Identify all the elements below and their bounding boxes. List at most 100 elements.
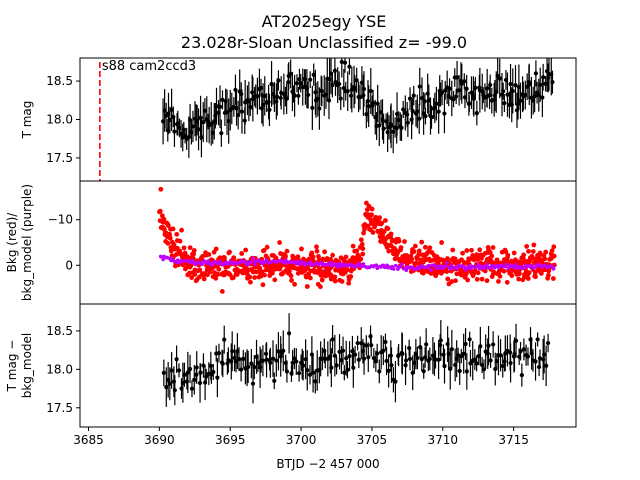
panel-bkg-series-0-point xyxy=(517,271,522,277)
chart-title-line-2: 23.028r-Sloan Unclassified z= -99.0 xyxy=(181,33,467,52)
panel-tmag_bkg-point xyxy=(194,365,199,370)
panel-tmag_bkg-point xyxy=(498,353,503,358)
panel-bkg-series-1-point xyxy=(551,267,556,271)
panel-bkg-series-0-point xyxy=(533,274,538,280)
panel-tmag_bkg-point xyxy=(486,343,491,348)
panel-tmag-point xyxy=(405,112,410,117)
panel-bkg-series-0-point xyxy=(475,270,481,276)
panel-tmag-point xyxy=(190,124,196,129)
panel-bkg-series-0-point xyxy=(505,252,511,258)
panel-tmag_bkg-point xyxy=(260,358,266,363)
panel-bkg-series-0-point xyxy=(511,250,517,256)
xtick-label: 3705 xyxy=(357,433,388,447)
panel-tmag-ytick-label: 18.5 xyxy=(46,74,73,88)
panel-bkg-series-1-point xyxy=(361,262,366,266)
panel-tmag_bkg-point xyxy=(192,377,197,382)
panel-tmag_bkg-point xyxy=(167,381,172,386)
panel-tmag_bkg-point xyxy=(521,347,526,352)
panel-tmag-point xyxy=(172,129,177,134)
panel-tmag-point xyxy=(319,89,324,94)
panel-tmag-point xyxy=(407,96,413,101)
panel-tmag-point xyxy=(338,96,343,101)
panel-bkg-series-1-point xyxy=(215,261,220,266)
panel-tmag-point xyxy=(368,88,373,94)
panel-tmag-point xyxy=(224,110,230,115)
panel-tmag_bkg-point xyxy=(461,351,466,356)
panel-bkg-series-0-point xyxy=(192,272,198,277)
panel-bkg-series-0-point xyxy=(360,251,366,257)
panel-bkg-series-0-point xyxy=(545,272,551,278)
panel-bkg-series-0-point xyxy=(537,250,543,256)
panel-tmag_bkg-frame xyxy=(79,303,577,428)
panel-tmag-point xyxy=(342,60,348,65)
panels-group: 17.5 18.0 18.5 T mag s88 cam2ccd3 0 −10 Bkg (re… xyxy=(5,57,577,447)
panel-tmag-point xyxy=(333,79,338,85)
panel-tmag_bkg-point xyxy=(525,354,531,359)
panel-bkg-series-0-point xyxy=(239,251,245,256)
panel-tmag_bkg-point xyxy=(215,375,220,380)
panel-tmag-point xyxy=(341,86,346,91)
panel-bkg-series-0-point xyxy=(482,268,488,274)
panel-tmag_bkg-point xyxy=(481,367,487,372)
panel-bkg-series-0-point xyxy=(295,270,301,276)
panel-bkg-series-0-point xyxy=(496,279,501,284)
panel-tmag_bkg-point xyxy=(400,351,405,356)
panel-tmag_bkg-point xyxy=(407,345,412,351)
panel-tmag_bkg-point xyxy=(366,355,371,360)
panel-bkg-series-0-point xyxy=(207,269,213,275)
panel-bkg-series-0-point xyxy=(247,274,253,280)
panel-tmag-point xyxy=(513,83,518,88)
panel-bkg-series-0-point xyxy=(287,268,292,274)
panel-bkg-series-0-point xyxy=(497,273,503,279)
panel-bkg-series-0-point xyxy=(343,254,349,260)
panel-bkg-series-1-point xyxy=(243,259,248,264)
panel-tmag-point xyxy=(508,81,513,87)
panel-bkg-series-1-point xyxy=(251,256,256,261)
panel-bkg-series-0-point xyxy=(310,254,316,260)
panel-tmag_bkg-point xyxy=(384,358,389,364)
panel-bkg-series-0-point xyxy=(283,253,288,259)
panel-bkg-series-0-point xyxy=(469,247,474,253)
panel-bkg-series-0-point xyxy=(551,253,557,259)
panel-tmag_bkg-point xyxy=(284,369,290,374)
panel-tmag_bkg-point xyxy=(393,379,398,384)
panel-tmag-point xyxy=(298,81,303,86)
panel-bkg-series-1-point xyxy=(206,259,211,263)
panel-tmag_bkg-point xyxy=(508,360,513,366)
panel-tmag-point xyxy=(267,107,272,113)
panel-tmag-point xyxy=(337,81,342,87)
panel-tmag-point xyxy=(502,100,507,106)
panel-bkg-series-0-point xyxy=(453,278,458,284)
panel-bkg-series-1-point xyxy=(483,266,487,270)
panel-tmag_bkg-point xyxy=(381,348,386,353)
panel-tmag-point xyxy=(454,94,459,99)
panel-tmag-point xyxy=(370,100,376,106)
panel-bkg-series-0-point xyxy=(445,276,451,282)
panel-tmag_bkg-point xyxy=(368,334,373,339)
panel-tmag_bkg-point xyxy=(176,368,182,373)
panel-tmag_bkg-point xyxy=(201,363,206,368)
panel-bkg-series-1-point xyxy=(397,265,402,269)
panel-bkg-series-0-point xyxy=(304,284,310,289)
panel-bkg-series-1-point xyxy=(474,265,478,269)
panel-bkg-series-0-point xyxy=(288,273,294,279)
panel-tmag_bkg-point xyxy=(361,356,367,361)
panel-tmag-point xyxy=(442,111,447,116)
panel-tmag-point xyxy=(487,93,492,98)
panel-tmag-point xyxy=(345,89,350,94)
panel-tmag-point xyxy=(439,90,445,95)
panel-bkg-series-0-point xyxy=(272,277,278,283)
panel-tmag_bkg-ylabel: bkg_model xyxy=(20,333,34,399)
panel-tmag-point xyxy=(248,104,253,110)
panel-bkg-series-1-point xyxy=(445,260,450,265)
panel-tmag_bkg-point xyxy=(222,337,227,342)
panel-bkg-series-1-point xyxy=(329,260,333,265)
panel-bkg-series-0-point xyxy=(248,279,253,285)
panel-bkg-series-0-point xyxy=(330,252,336,258)
panel-bkg-series-0-point xyxy=(215,271,221,277)
panel-tmag-point xyxy=(266,99,271,105)
panel-bkg-series-0-point xyxy=(168,248,174,254)
panel-tmag-point xyxy=(492,97,497,102)
panel-bkg-series-0-point xyxy=(264,244,270,250)
panel-bkg-series-0-point xyxy=(170,226,176,232)
